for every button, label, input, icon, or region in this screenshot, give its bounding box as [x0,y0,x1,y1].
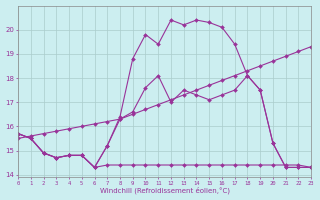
X-axis label: Windchill (Refroidissement éolien,°C): Windchill (Refroidissement éolien,°C) [100,187,230,194]
